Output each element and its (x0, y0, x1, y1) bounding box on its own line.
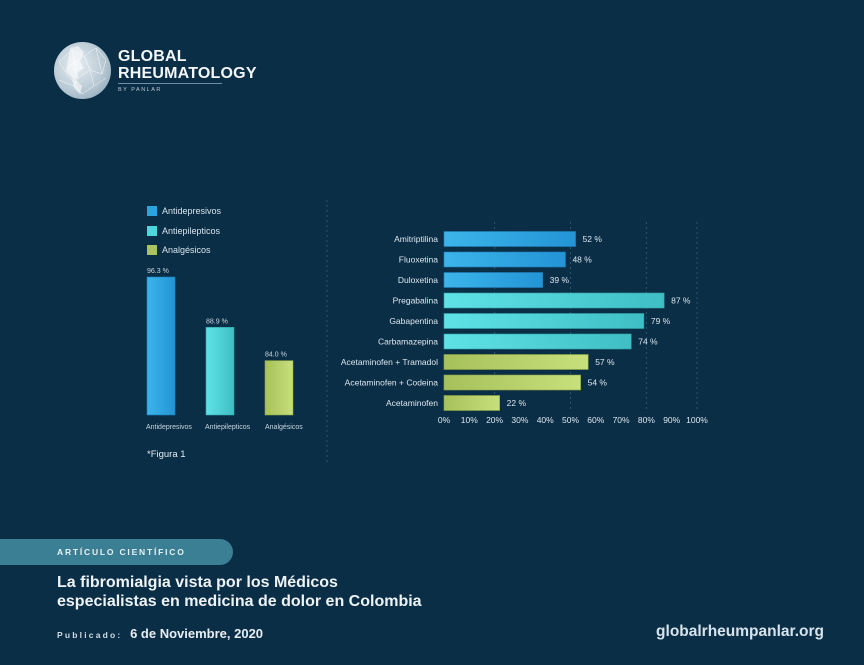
hbar-analgesicos (443, 395, 500, 411)
x-tick-label: 70% (613, 415, 630, 425)
hbar-value-label: 52 % (583, 234, 603, 244)
bar-analgesicos (264, 360, 294, 416)
category-label: Analgésicos (265, 424, 303, 431)
figure-note: *Figura 1 (147, 449, 186, 460)
article-title: La fibromialgia vista por los Médicos es… (57, 573, 477, 611)
hbar-category-label: Duloxetina (398, 275, 438, 285)
hbar-category-label: Fluoxetina (399, 255, 438, 265)
hbar-value-label: 87 % (671, 296, 691, 306)
bar-value-label: 96.3 % (147, 268, 169, 275)
website-link[interactable]: globalrheumpanlar.org (656, 623, 824, 640)
article-title-line2: especialistas en medicina de dolor en Co… (57, 593, 422, 610)
legend-swatch-antiepilepticos (147, 226, 157, 236)
category-label: Antiepilepticos (205, 424, 251, 431)
hbar-antiepilepticos (443, 292, 665, 309)
hbar-antidepresivos (443, 251, 566, 268)
bar-value-label: 88.9 % (206, 318, 228, 325)
bar-value-label: 84.0 % (265, 352, 287, 359)
hbar-value-label: 22 % (507, 398, 527, 408)
hbar-category-label: Acetaminofen + Tramadol (341, 357, 438, 367)
brand-byline: BY PANLAR (118, 87, 162, 93)
x-tick-label: 50% (562, 415, 579, 425)
hbar-category-label: Carbamazepina (378, 337, 438, 347)
article-category: ARTÍCULO CIENTÍFICO (57, 547, 186, 557)
legend-label: Antiepilepticos (162, 226, 221, 236)
horizontal-bar-chart: Amitriptilina 52 % Fluoxetina 48 % Duloxetin… (341, 231, 691, 411)
x-tick-label: 30% (511, 415, 528, 425)
x-tick-label: 60% (587, 415, 604, 425)
brand-divider (118, 83, 222, 84)
hbar-analgesicos (443, 374, 581, 391)
hbar-value-label: 79 % (651, 316, 671, 326)
hbar-value-label: 48 % (572, 255, 592, 265)
category-label: Antidepresivos (146, 424, 192, 431)
legend-label: Analgésicos (162, 245, 211, 255)
brand-name: GLOBAL RHEUMATOLOGY (118, 48, 257, 82)
hbar-category-label: Pregabalina (393, 296, 439, 306)
x-tick-label: 100% (686, 415, 708, 425)
published-date: 6 de Noviembre, 2020 (130, 626, 264, 641)
bar-antiepilepticos (205, 327, 235, 416)
chart-legend: Antidepresivos Antiepilepticos Analgésic… (147, 206, 222, 255)
x-tick-label: 80% (638, 415, 655, 425)
category-pill (0, 539, 233, 565)
hbar-value-label: 57 % (595, 357, 615, 367)
hbar-category-label: Amitriptilina (394, 234, 438, 244)
globe-logo-icon (54, 42, 111, 99)
published-info: Publicado: 6 de Noviembre, 2020 (57, 626, 263, 641)
legend-label: Antidepresivos (162, 206, 222, 216)
hbar-antiepilepticos (443, 333, 632, 350)
bar-antidepresivos (146, 276, 176, 416)
article-title-line1: La fibromialgia vista por los Médicos (57, 574, 338, 591)
hbar-category-label: Acetaminofen (386, 398, 438, 408)
x-tick-label: 0% (438, 415, 451, 425)
x-tick-label: 40% (537, 415, 554, 425)
hbar-value-label: 74 % (638, 337, 658, 347)
hbar-category-label: Acetaminofen + Codeina (345, 378, 439, 388)
brand-name-line1: GLOBAL (118, 48, 187, 65)
legend-swatch-antidepresivos (147, 206, 157, 216)
hbar-value-label: 54 % (588, 378, 608, 388)
hbar-value-label: 39 % (550, 275, 570, 285)
published-label: Publicado: (57, 630, 123, 640)
hbar-category-label: Gabapentina (389, 316, 438, 326)
hbar-antiepilepticos (443, 313, 645, 329)
legend-swatch-analgesicos (147, 245, 157, 255)
x-tick-label: 10% (461, 415, 478, 425)
x-axis-ticks: 0% 10% 20% 30% 40% 50% 60% 70% 80% 90% 100% (438, 415, 708, 425)
hbar-antidepresivos (443, 231, 576, 247)
x-tick-label: 20% (486, 415, 503, 425)
vertical-bar-chart: 96.3 % Antidepresivos 88.9 % Antiepileptico… (146, 268, 303, 431)
hbar-analgesicos (443, 354, 589, 370)
x-tick-label: 90% (663, 415, 680, 425)
hbar-antidepresivos (443, 272, 543, 288)
brand-logo: GLOBAL RHEUMATOLOGY BY PANLAR (54, 42, 257, 102)
brand-name-line2: RHEUMATOLOGY (118, 65, 257, 82)
